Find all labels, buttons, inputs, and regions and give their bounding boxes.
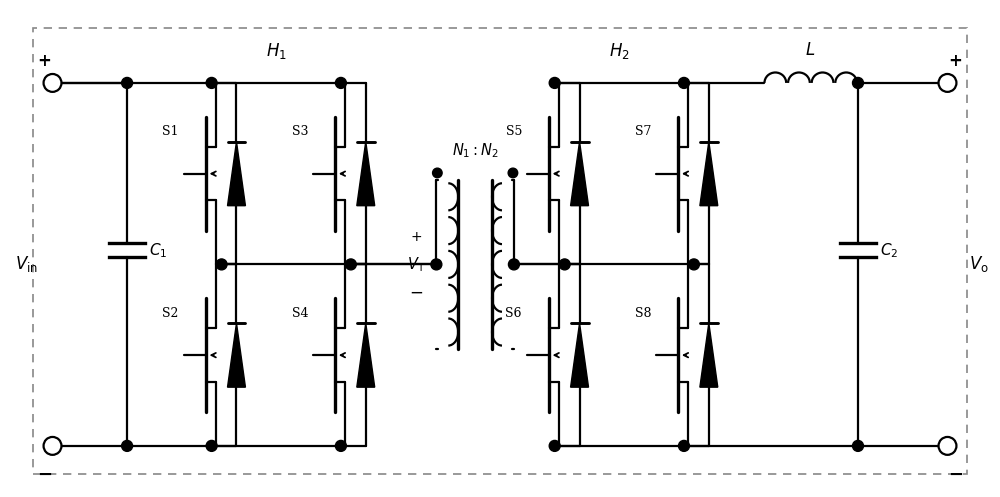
Circle shape (559, 259, 570, 270)
Circle shape (44, 437, 61, 455)
Circle shape (345, 259, 356, 270)
Text: S4: S4 (292, 307, 308, 320)
Circle shape (44, 74, 61, 92)
Circle shape (433, 168, 442, 178)
Text: S1: S1 (162, 125, 179, 138)
Polygon shape (228, 142, 245, 206)
Polygon shape (700, 142, 718, 206)
Circle shape (853, 78, 863, 88)
Circle shape (216, 259, 227, 270)
Circle shape (549, 440, 560, 451)
Text: $V_{\rm T}$: $V_{\rm T}$ (407, 255, 426, 274)
Circle shape (678, 78, 689, 88)
Circle shape (939, 437, 956, 455)
Text: $H_2$: $H_2$ (609, 41, 630, 61)
Circle shape (335, 440, 346, 451)
Text: $L$: $L$ (805, 42, 815, 59)
Polygon shape (228, 323, 245, 387)
Text: −: − (410, 283, 423, 301)
Circle shape (206, 78, 217, 88)
Text: −: − (948, 466, 963, 484)
Circle shape (508, 259, 519, 270)
Circle shape (549, 78, 560, 88)
Polygon shape (357, 142, 375, 206)
Polygon shape (700, 323, 718, 387)
Text: S3: S3 (292, 125, 308, 138)
Circle shape (122, 440, 133, 451)
Circle shape (508, 168, 518, 178)
Circle shape (678, 440, 689, 451)
Text: +: + (411, 230, 422, 244)
Polygon shape (357, 323, 375, 387)
Circle shape (335, 78, 346, 88)
Text: S8: S8 (635, 307, 651, 320)
Circle shape (939, 74, 956, 92)
Text: −: − (37, 466, 52, 484)
Text: $V_{\rm o}$: $V_{\rm o}$ (969, 254, 989, 274)
Text: S2: S2 (162, 307, 179, 320)
Circle shape (688, 259, 699, 270)
Text: $N_1 : N_2$: $N_1 : N_2$ (452, 141, 499, 160)
Text: $C_1$: $C_1$ (149, 241, 167, 260)
Text: $C_2$: $C_2$ (880, 241, 898, 260)
Circle shape (853, 440, 863, 451)
Circle shape (122, 78, 133, 88)
Text: +: + (38, 52, 51, 70)
Circle shape (431, 259, 442, 270)
Polygon shape (571, 323, 589, 387)
Text: $H_1$: $H_1$ (266, 41, 287, 61)
Text: S5: S5 (506, 125, 522, 138)
Text: +: + (949, 52, 962, 70)
Text: S6: S6 (505, 307, 522, 320)
Circle shape (206, 440, 217, 451)
Text: $V_{\rm in}$: $V_{\rm in}$ (15, 254, 38, 274)
Polygon shape (571, 142, 589, 206)
Text: S7: S7 (635, 125, 651, 138)
